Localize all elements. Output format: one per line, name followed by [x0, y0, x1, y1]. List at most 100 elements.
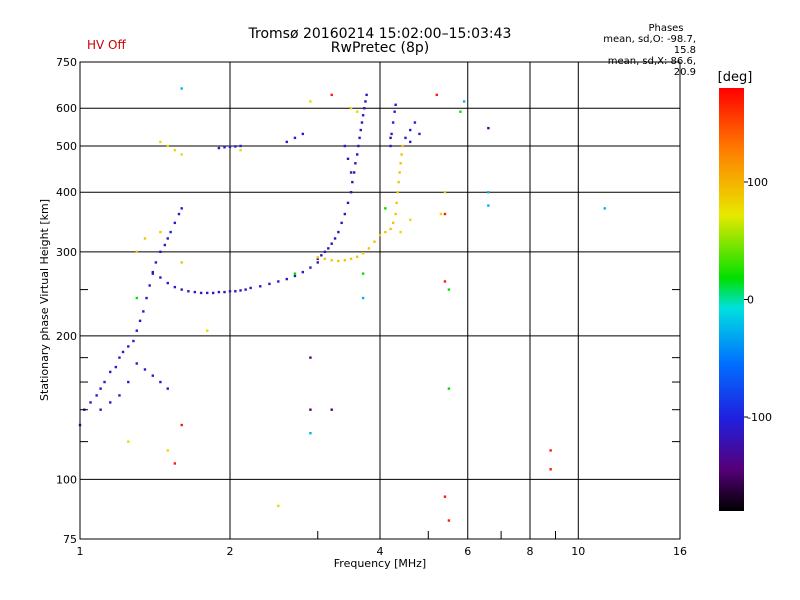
- data-point: [259, 285, 262, 288]
- data-point: [309, 431, 312, 435]
- data-point: [95, 394, 98, 397]
- data-point: [145, 296, 148, 300]
- data-point: [439, 212, 443, 216]
- colorbar-gradient: [719, 88, 744, 511]
- data-point: [199, 291, 203, 295]
- data-point: [330, 93, 333, 97]
- y-axis-label: Stationary phase Virtual Height [km]: [38, 199, 51, 401]
- data-point: [166, 387, 169, 390]
- colorbar-unit-label: [deg]: [718, 70, 753, 85]
- data-point: [459, 110, 462, 113]
- data-point: [173, 285, 177, 289]
- data-point: [234, 145, 237, 148]
- data-point: [159, 140, 162, 144]
- data-point: [309, 100, 312, 103]
- title-line-1: Tromsø 20160214 15:02:00–15:03:43: [248, 26, 512, 42]
- colorbar-tick-label: -100: [747, 411, 772, 424]
- data-point: [333, 237, 337, 240]
- data-point: [109, 401, 112, 404]
- data-point: [487, 191, 490, 194]
- data-point: [118, 356, 121, 359]
- data-point: [384, 207, 387, 210]
- y-tick-label: 400: [56, 186, 77, 199]
- data-point: [180, 87, 183, 90]
- y-tick-label: 200: [56, 330, 77, 343]
- data-point: [398, 171, 401, 174]
- data-point: [316, 261, 319, 264]
- data-point: [173, 221, 177, 225]
- data-point: [151, 374, 155, 377]
- data-point: [397, 180, 400, 184]
- data-point: [394, 103, 397, 107]
- data-point: [180, 288, 183, 291]
- data-point: [378, 234, 382, 237]
- data-point: [320, 254, 323, 257]
- data-point: [249, 286, 252, 290]
- data-point: [293, 274, 297, 278]
- plot-frame: [79, 61, 681, 540]
- data-point: [309, 266, 312, 269]
- data-point: [487, 204, 490, 207]
- data-point: [355, 110, 359, 113]
- x-axis: 1 2 4 6 8 10 16: [77, 531, 687, 558]
- data-point: [363, 107, 366, 110]
- data-point: [349, 171, 353, 174]
- data-point: [443, 212, 447, 216]
- data-point: [355, 153, 359, 156]
- data-point: [177, 212, 181, 216]
- data-point: [309, 408, 312, 411]
- data-point: [268, 282, 271, 286]
- data-point: [151, 270, 155, 274]
- data-point: [549, 468, 552, 471]
- data-point: [367, 247, 371, 250]
- data-point: [166, 281, 169, 285]
- data-point: [293, 136, 297, 140]
- data-point: [151, 272, 155, 275]
- data-point: [234, 290, 237, 293]
- data-point: [99, 387, 102, 390]
- data-point: [99, 408, 102, 411]
- data-point: [169, 230, 172, 234]
- data-point: [390, 132, 393, 136]
- y-tick-label: 100: [56, 473, 77, 486]
- data-point: [435, 93, 438, 97]
- data-point: [316, 256, 319, 259]
- data-point: [447, 288, 451, 291]
- data-point: [239, 289, 242, 292]
- data-point: [361, 252, 365, 255]
- colorbar-tick-label: 0: [747, 294, 754, 307]
- data-point: [443, 191, 447, 194]
- data-point: [409, 128, 412, 132]
- data-point: [346, 157, 350, 161]
- data-point: [352, 171, 356, 174]
- data-point: [121, 350, 125, 354]
- data-point: [404, 136, 407, 140]
- data-point: [135, 362, 138, 365]
- data-point: [244, 288, 247, 291]
- x-tick-label: 6: [464, 545, 471, 558]
- data-point: [217, 146, 221, 150]
- phases-line-o: mean, sd,O: -98.7, 15.8: [603, 34, 696, 56]
- data-point: [89, 401, 92, 404]
- data-point: [343, 144, 347, 148]
- data-point: [285, 277, 288, 281]
- data-point: [361, 296, 365, 300]
- data-point: [228, 145, 232, 149]
- y-axis: 75 100 200 300 400 500 600 750: [56, 56, 680, 546]
- colorbar-tick-label: 100: [747, 176, 768, 189]
- data-point: [173, 148, 177, 152]
- data-point: [360, 121, 364, 124]
- data-point: [127, 380, 130, 384]
- data-point: [487, 126, 490, 130]
- data-point: [148, 284, 151, 287]
- data-point: [391, 121, 395, 124]
- data-point: [309, 356, 312, 359]
- data-point: [166, 237, 169, 240]
- data-point: [361, 114, 365, 117]
- data-point: [443, 280, 447, 283]
- data-point: [462, 100, 466, 103]
- data-point: [159, 276, 162, 279]
- data-point: [443, 495, 447, 498]
- phases-title: Phases: [648, 23, 684, 34]
- data-point: [389, 144, 392, 148]
